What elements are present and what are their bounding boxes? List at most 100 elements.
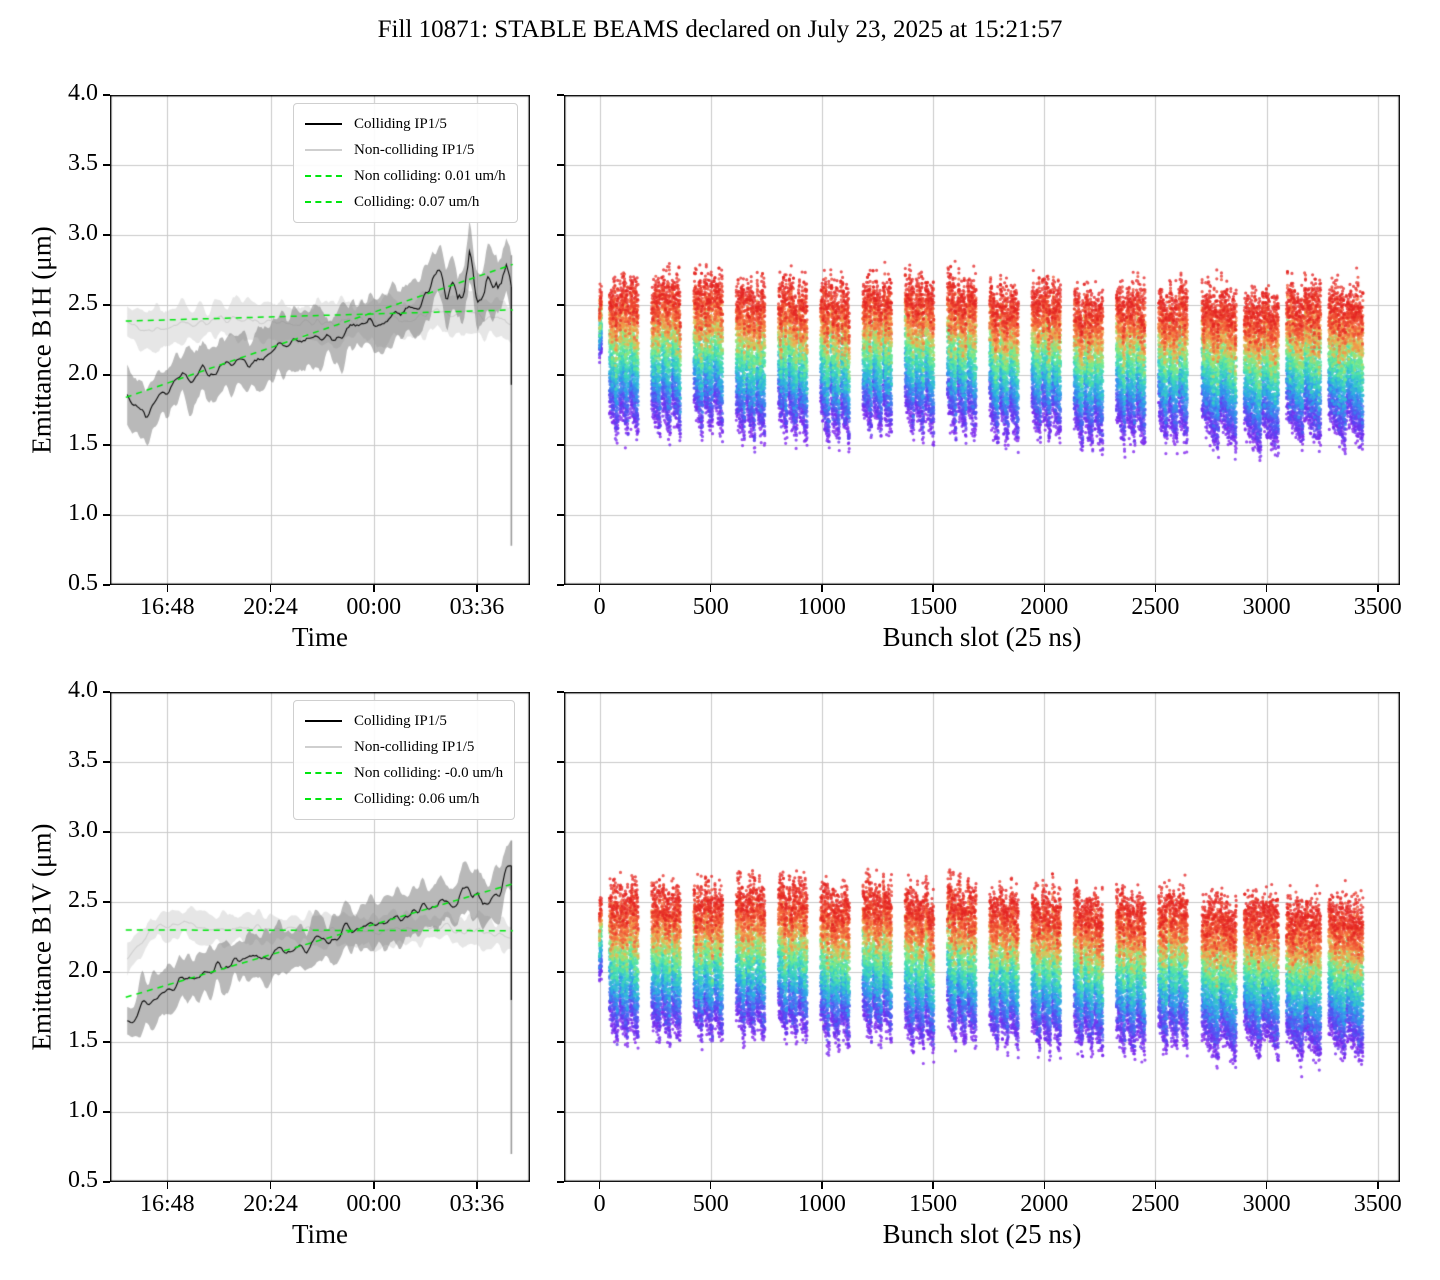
y-tick-mark — [557, 514, 564, 516]
y-tick-mark — [103, 761, 110, 763]
y-tick-mark — [557, 94, 564, 96]
x-tick-mark — [598, 585, 601, 592]
emittance-b1v-vs-bunch-canvas — [564, 692, 1400, 1182]
x-tick-mark — [709, 1182, 712, 1189]
x-tick-mark — [1265, 1182, 1268, 1189]
y-tick-label: 3.5 — [68, 747, 98, 773]
x-axis-label: Time — [291, 622, 349, 652]
x-tick-label: 1000 — [797, 1191, 846, 1217]
x-tick-mark — [932, 1182, 934, 1189]
legend-item: Colliding: 0.06 um/h — [305, 786, 503, 812]
legend-item-label: Colliding IP1/5 — [354, 115, 447, 132]
legend-dashed-line-swatch — [305, 175, 342, 177]
x-tick-label: 2000 — [1020, 594, 1069, 620]
y-tick-mark — [557, 304, 564, 306]
y-tick-mark — [557, 1181, 564, 1183]
x-tick-label: 3500 — [1353, 594, 1402, 620]
x-tick-mark — [166, 1182, 169, 1189]
x-tick-mark — [166, 585, 169, 592]
y-tick-label: 2.5 — [68, 290, 98, 316]
x-tick-mark — [598, 1182, 601, 1189]
y-axis-label: Emittance B1V (μm) — [26, 823, 57, 1051]
panel-emittance-b1h-vs-bunch: Bunch slot (25 ns) 0 500 1000 1500 2000 2500 3… — [557, 94, 1402, 652]
x-tick-mark — [1154, 1182, 1157, 1189]
y-tick-mark — [103, 1181, 110, 1183]
legend-item: Colliding IP1/5 — [305, 111, 506, 137]
x-tick-mark — [1377, 1182, 1379, 1189]
x-tick-label: 0 — [593, 594, 606, 620]
x-tick-label: 3000 — [1242, 1191, 1291, 1217]
y-tick-mark — [557, 691, 564, 693]
legend-item-label: Non colliding: -0.0 um/h — [354, 764, 504, 781]
x-tick-mark — [1265, 585, 1268, 592]
panel-emittance-b1v-vs-bunch: Bunch slot (25 ns) 0 500 1000 1500 2000 2500 3… — [557, 691, 1402, 1249]
legend-line-swatch — [305, 149, 342, 151]
legend-item: Non colliding: -0.0 um/h — [305, 760, 503, 786]
legend-item: Non-colliding IP1/5 — [305, 734, 503, 760]
panel-emittance-b1h-vs-time: Time Emittance B1H (μm) Colliding IP1/5 N… — [27, 80, 530, 652]
y-tick-label: 2.5 — [68, 887, 98, 913]
x-tick-label: 1000 — [797, 594, 846, 620]
y-tick-label: 3.5 — [68, 150, 98, 176]
y-tick-label: 3.0 — [68, 817, 98, 843]
legend-line-swatch — [305, 123, 342, 125]
x-tick-label: 16:48 — [139, 1191, 195, 1217]
x-tick-label: 2000 — [1020, 1191, 1069, 1217]
legend-item: Non colliding: 0.01 um/h — [305, 163, 506, 189]
legend-dashed-line-swatch — [305, 798, 342, 800]
x-tick-mark — [1043, 1182, 1045, 1189]
y-tick-mark — [557, 831, 564, 833]
y-tick-mark — [103, 234, 110, 236]
x-tick-mark — [269, 1182, 272, 1189]
x-tick-mark — [821, 1182, 823, 1189]
y-tick-label: 0.5 — [68, 1167, 98, 1193]
y-tick-mark — [103, 374, 110, 376]
legend: Colliding IP1/5 Non-colliding IP1/5 Non co… — [293, 103, 518, 223]
y-tick-mark — [103, 1041, 110, 1043]
y-tick-label: 2.0 — [68, 360, 98, 386]
x-tick-mark — [709, 585, 712, 592]
y-tick-label: 2.0 — [68, 957, 98, 983]
y-tick-label: 1.5 — [68, 1027, 98, 1053]
y-tick-mark — [103, 901, 110, 903]
y-tick-mark — [557, 1111, 564, 1113]
y-tick-mark — [557, 584, 564, 586]
y-tick-mark — [103, 444, 110, 446]
x-tick-label: 00:00 — [346, 1191, 402, 1217]
y-tick-mark — [557, 234, 564, 236]
legend-line-swatch — [305, 720, 342, 722]
x-tick-label: 20:24 — [243, 1191, 298, 1217]
y-tick-mark — [103, 514, 110, 516]
x-tick-mark — [932, 585, 934, 592]
legend-item: Colliding IP1/5 — [305, 708, 503, 734]
legend-item: Colliding: 0.07 um/h — [305, 189, 506, 215]
y-tick-mark — [557, 444, 564, 446]
legend-item-label: Colliding IP1/5 — [354, 712, 447, 729]
legend-dashed-line-swatch — [305, 201, 342, 203]
x-tick-label: 500 — [692, 594, 729, 620]
y-tick-mark — [103, 1111, 110, 1113]
x-axis-label: Bunch slot (25 ns) — [882, 622, 1082, 652]
x-tick-mark — [269, 585, 272, 592]
x-axis-label: Bunch slot (25 ns) — [882, 1219, 1082, 1249]
y-tick-label: 1.0 — [68, 500, 98, 526]
x-tick-label: 03:36 — [449, 594, 505, 620]
y-tick-mark — [103, 831, 110, 833]
emittance-b1h-vs-bunch-canvas — [564, 95, 1400, 585]
legend-item-label: Colliding: 0.06 um/h — [354, 790, 480, 807]
x-tick-label: 1500 — [909, 594, 958, 620]
y-tick-mark — [103, 94, 110, 96]
legend-dashed-line-swatch — [305, 772, 342, 774]
y-tick-mark — [557, 971, 564, 973]
x-tick-label: 3000 — [1242, 594, 1291, 620]
figure-title: Fill 10871: STABLE BEAMS declared on Jul… — [377, 16, 1063, 43]
y-tick-mark — [103, 304, 110, 306]
legend-item-label: Colliding: 0.07 um/h — [354, 193, 480, 210]
y-tick-mark — [103, 584, 110, 586]
y-tick-label: 1.5 — [68, 430, 98, 456]
y-tick-label: 4.0 — [68, 677, 98, 703]
x-tick-label: 03:36 — [449, 1191, 505, 1217]
legend-item-label: Non-colliding IP1/5 — [354, 141, 475, 158]
y-tick-mark — [103, 164, 110, 166]
